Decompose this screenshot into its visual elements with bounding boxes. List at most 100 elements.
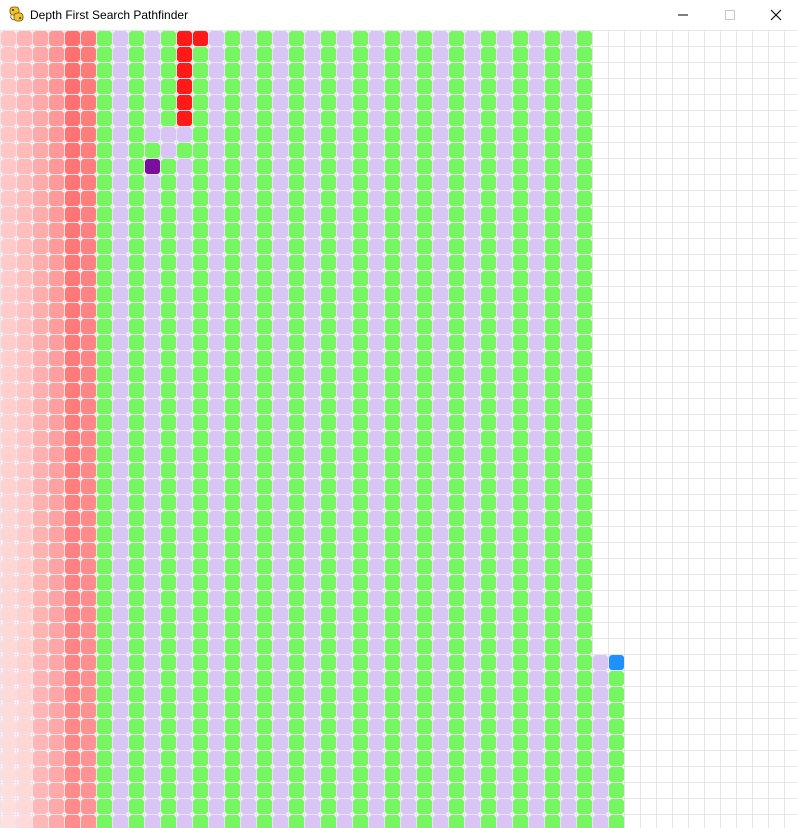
- grid-cell[interactable]: [401, 751, 416, 766]
- grid-cell[interactable]: [145, 607, 160, 622]
- grid-cell[interactable]: [257, 159, 272, 174]
- grid-cell[interactable]: [545, 575, 560, 590]
- grid-cell[interactable]: [49, 751, 64, 766]
- grid-cell[interactable]: [209, 783, 224, 798]
- grid-cell[interactable]: [465, 287, 480, 302]
- grid-cell[interactable]: [49, 255, 64, 270]
- grid-cell[interactable]: [369, 399, 384, 414]
- grid-cell[interactable]: [257, 767, 272, 782]
- grid-cell[interactable]: [401, 815, 416, 828]
- grid-cell[interactable]: [545, 319, 560, 334]
- grid-cell[interactable]: [529, 655, 544, 670]
- grid-cell[interactable]: [417, 655, 432, 670]
- grid-cell[interactable]: [609, 671, 624, 686]
- grid-cell[interactable]: [17, 95, 32, 110]
- grid-cell[interactable]: [385, 191, 400, 206]
- grid-cell[interactable]: [545, 143, 560, 158]
- grid-cell[interactable]: [337, 351, 352, 366]
- grid-cell[interactable]: [513, 783, 528, 798]
- grid-cell[interactable]: [65, 127, 80, 142]
- grid-cell[interactable]: [497, 159, 512, 174]
- grid-cell[interactable]: [545, 703, 560, 718]
- grid-cell[interactable]: [497, 703, 512, 718]
- grid-cell[interactable]: [321, 175, 336, 190]
- grid-cell[interactable]: [513, 591, 528, 606]
- grid-cell[interactable]: [545, 463, 560, 478]
- grid-cell[interactable]: [545, 175, 560, 190]
- grid-cell[interactable]: [353, 543, 368, 558]
- grid-cell[interactable]: [33, 607, 48, 622]
- grid-cell[interactable]: [209, 63, 224, 78]
- grid-cell[interactable]: [17, 655, 32, 670]
- grid-cell[interactable]: [337, 479, 352, 494]
- grid-cell[interactable]: [497, 191, 512, 206]
- grid-cell[interactable]: [545, 287, 560, 302]
- grid-cell[interactable]: [113, 511, 128, 526]
- grid-cell[interactable]: [401, 127, 416, 142]
- grid-cell[interactable]: [385, 591, 400, 606]
- grid-cell[interactable]: [497, 367, 512, 382]
- grid-cell[interactable]: [273, 559, 288, 574]
- grid-cell[interactable]: [97, 799, 112, 814]
- grid-cell[interactable]: [289, 63, 304, 78]
- grid-cell[interactable]: [577, 463, 592, 478]
- grid-cell[interactable]: [433, 79, 448, 94]
- grid-cell[interactable]: [449, 223, 464, 238]
- grid-cell[interactable]: [33, 655, 48, 670]
- grid-cell[interactable]: [369, 271, 384, 286]
- grid-cell[interactable]: [129, 687, 144, 702]
- grid-cell[interactable]: [225, 495, 240, 510]
- grid-cell[interactable]: [417, 719, 432, 734]
- grid-cell[interactable]: [113, 63, 128, 78]
- grid-cell[interactable]: [353, 607, 368, 622]
- grid-cell[interactable]: [513, 191, 528, 206]
- grid-cell[interactable]: [33, 479, 48, 494]
- grid-cell[interactable]: [225, 47, 240, 62]
- grid-cell[interactable]: [177, 751, 192, 766]
- grid-cell[interactable]: [81, 255, 96, 270]
- grid-cell[interactable]: [81, 319, 96, 334]
- grid-cell[interactable]: [353, 47, 368, 62]
- grid-cell[interactable]: [17, 815, 32, 828]
- grid-cell[interactable]: [145, 575, 160, 590]
- grid-cell[interactable]: [289, 415, 304, 430]
- grid-cell[interactable]: [289, 639, 304, 654]
- grid-cell[interactable]: [401, 735, 416, 750]
- grid-cell[interactable]: [529, 175, 544, 190]
- grid-cell[interactable]: [529, 463, 544, 478]
- grid-cell[interactable]: [577, 591, 592, 606]
- grid-cell[interactable]: [449, 559, 464, 574]
- grid-cell[interactable]: [225, 511, 240, 526]
- grid-cell[interactable]: [49, 655, 64, 670]
- grid-cell[interactable]: [225, 751, 240, 766]
- grid-cell[interactable]: [17, 799, 32, 814]
- grid-cell[interactable]: [385, 47, 400, 62]
- grid-cell[interactable]: [433, 591, 448, 606]
- grid-cell[interactable]: [433, 175, 448, 190]
- grid-cell[interactable]: [65, 175, 80, 190]
- grid-cell[interactable]: [305, 31, 320, 46]
- grid-cell[interactable]: [49, 191, 64, 206]
- grid-cell[interactable]: [241, 479, 256, 494]
- grid-cell[interactable]: [81, 703, 96, 718]
- grid-cell[interactable]: [305, 671, 320, 686]
- grid-cell[interactable]: [97, 143, 112, 158]
- grid-cell[interactable]: [161, 143, 176, 158]
- grid-cell[interactable]: [81, 239, 96, 254]
- grid-cell[interactable]: [449, 239, 464, 254]
- grid-cell[interactable]: [145, 623, 160, 638]
- grid-cell[interactable]: [113, 815, 128, 828]
- grid-cell[interactable]: [401, 143, 416, 158]
- grid-cell[interactable]: [497, 415, 512, 430]
- grid-cell[interactable]: [577, 495, 592, 510]
- grid-cell[interactable]: [529, 143, 544, 158]
- grid-cell[interactable]: [577, 479, 592, 494]
- grid-cell[interactable]: [81, 95, 96, 110]
- grid-cell[interactable]: [337, 447, 352, 462]
- grid-cell[interactable]: [577, 367, 592, 382]
- grid-cell[interactable]: [305, 703, 320, 718]
- grid-cell[interactable]: [241, 415, 256, 430]
- grid-cell[interactable]: [225, 63, 240, 78]
- grid-cell[interactable]: [433, 463, 448, 478]
- grid-cell[interactable]: [305, 447, 320, 462]
